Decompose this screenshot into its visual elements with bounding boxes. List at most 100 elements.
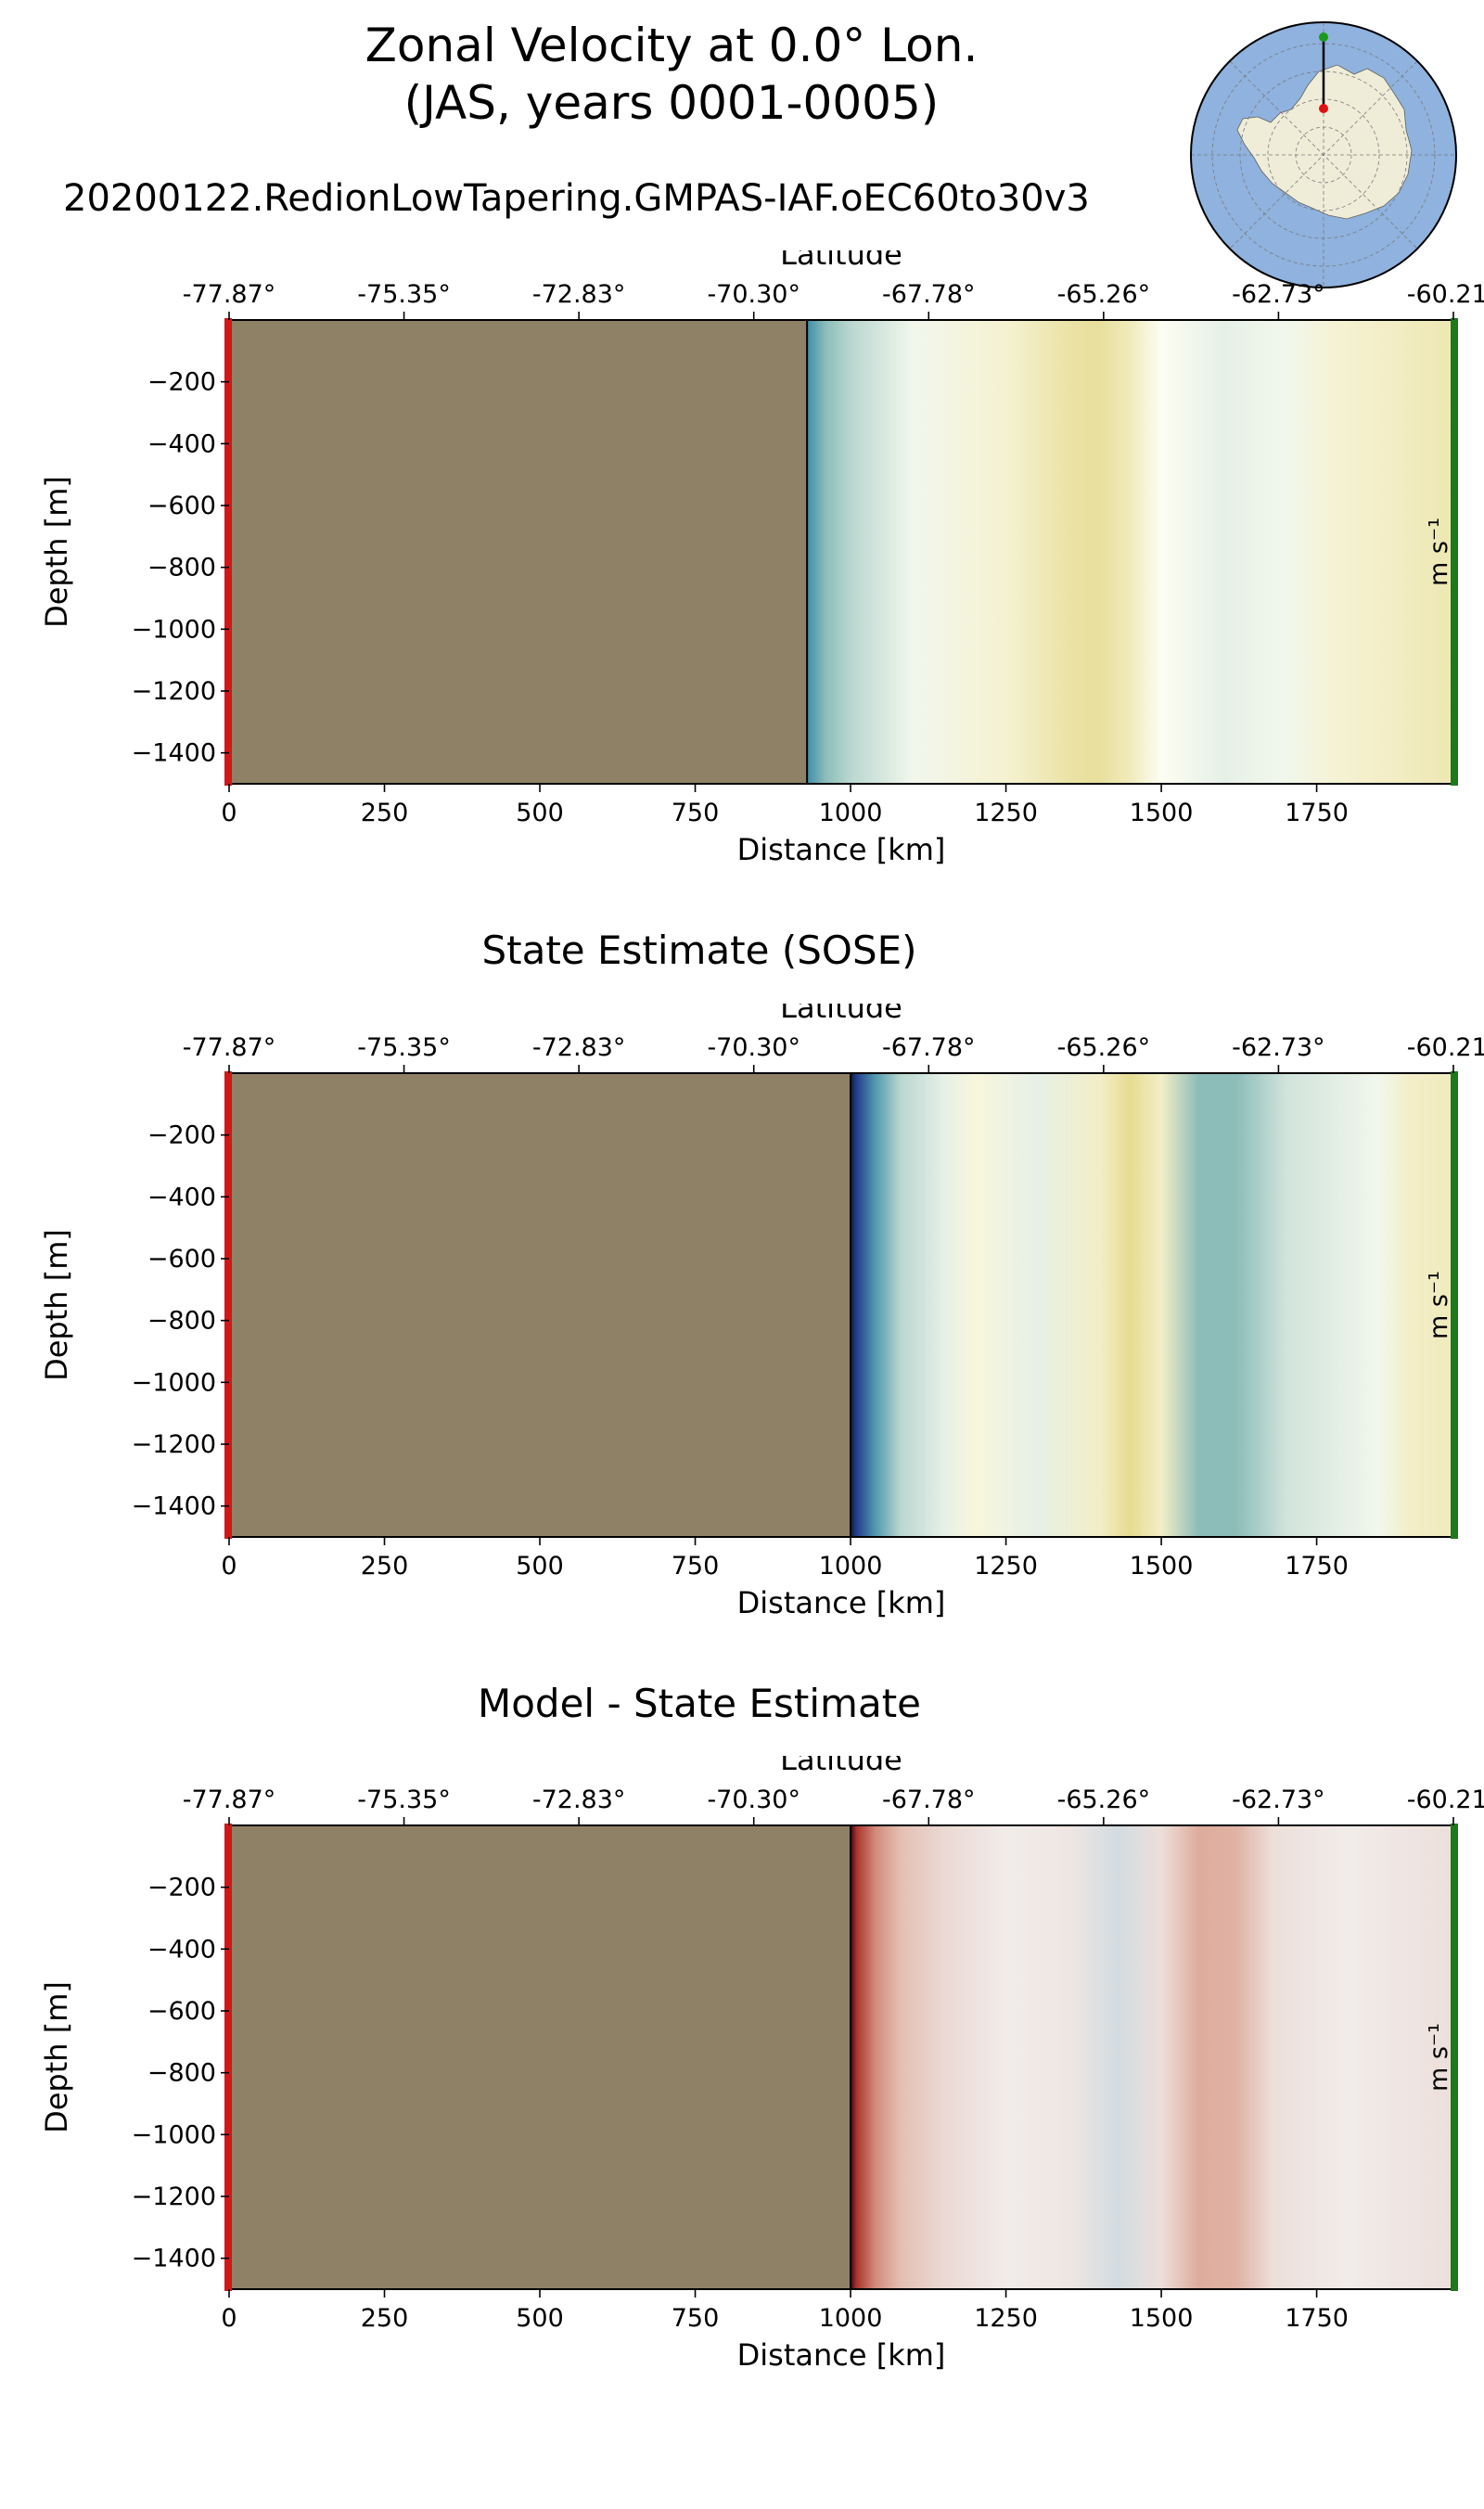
panel-2-latitude-tick-label: -67.78°	[882, 1033, 976, 1062]
panel-1-latitude-tick-label: -70.30°	[707, 280, 800, 309]
panel-2-section-end-marker	[1451, 1071, 1458, 1539]
panel-1-colorbar-label: m s⁻¹	[1425, 518, 1453, 586]
panel-2-land-mask	[229, 1073, 851, 1537]
panel-1-latitude-tick-label: -77.87°	[183, 280, 276, 309]
panel-3-x-tick-label: 500	[516, 2304, 564, 2333]
panel-2-x-tick-label: 250	[361, 1552, 409, 1581]
panel-1-latitude-tick-label: -75.35°	[357, 280, 451, 309]
panel-3-x-tick-label: 1250	[974, 2304, 1038, 2333]
panel-1-y-tick-label: −200	[147, 368, 216, 397]
panel-3-x-tick-label: 0	[221, 2304, 237, 2333]
panel-2-x-tick-label: 1000	[819, 1552, 883, 1581]
panel-2-latitude-tick-label: -65.26°	[1057, 1033, 1151, 1062]
panel-3-x-tick-label: 1500	[1130, 2304, 1194, 2333]
panel-3-colorbar-label: m s⁻¹	[1425, 2023, 1453, 2092]
panel-3-y-tick-label: −1000	[132, 2120, 216, 2149]
panel-3-y-tick-label: −400	[147, 1935, 216, 1964]
panel-3-velocity-field	[851, 1825, 1453, 2289]
panel-1-x-tick-label: 1000	[819, 799, 883, 827]
panel-1-y-axis-label: Depth [m]	[39, 476, 74, 628]
panel-2-chart: 0 250 500 750 1000 1250 1500 1750 Distance [km] −…	[39, 1004, 1484, 1620]
panel-3-latitude-tick-label: -77.87°	[183, 1786, 276, 1814]
panel-2-x-tick-label: 0	[221, 1552, 237, 1581]
map-antarctica	[1236, 64, 1413, 220]
panel-2-y-tick-label: −1000	[132, 1368, 216, 1397]
panel-2-colorbar-label: m s⁻¹	[1425, 1271, 1453, 1339]
panel-3-section-end-marker	[1451, 1824, 1458, 2291]
panel-1-x-tick-label: 1250	[974, 799, 1038, 827]
panel-3-latitude-tick-label: -75.35°	[357, 1786, 451, 1814]
figure-title-line1: Zonal Velocity at 0.0° Lon.	[365, 19, 979, 72]
panel-2-x-tick-label: 1750	[1285, 1552, 1349, 1581]
panel-2-latitude-tick-label: -60.21°	[1407, 1033, 1484, 1062]
panel-1-y-tick-label: −600	[147, 492, 216, 520]
panel-1-y-tick-label: −1000	[132, 615, 216, 644]
panel-3-title: Model - State Estimate	[478, 1681, 921, 1726]
panel-2-y-tick-label: −1400	[132, 1492, 216, 1521]
panel-1-latitude-tick-label: -62.73°	[1232, 280, 1325, 309]
panel-3-latitude-tick-label: -72.83°	[532, 1786, 626, 1814]
map-section-start-dot	[1319, 104, 1328, 113]
panel-1-x-tick-label: 500	[516, 799, 564, 827]
panel-3-x-tick-label: 1750	[1285, 2304, 1349, 2333]
panel-3-y-axis-label: Depth [m]	[39, 1981, 74, 2133]
map-section-end-dot	[1319, 32, 1328, 42]
panel-3-latitude-tick-label: -60.21°	[1407, 1786, 1484, 1814]
panel-1-section-start-marker	[224, 318, 232, 786]
panel-1-x-tick-label: 0	[221, 799, 237, 827]
panel-1-latitude-tick-label: -72.83°	[532, 280, 626, 309]
panel-1-velocity-field	[807, 320, 1453, 784]
panel-2-x-tick-label: 1500	[1130, 1552, 1194, 1581]
panel-2-x-tick-label: 1250	[974, 1552, 1038, 1581]
panel-2-x-tick-label: 750	[672, 1552, 720, 1581]
panel-2-x-axis-label: Distance [km]	[737, 1585, 946, 1620]
panel-2-latitude-tick-label: -62.73°	[1232, 1033, 1325, 1062]
panel-3-x-axis-label: Distance [km]	[737, 2337, 946, 2373]
panel-1-land-mask	[229, 320, 808, 784]
panel-1-section-end-marker	[1451, 318, 1458, 786]
panel-1-latitude-axis-label: Latitude	[780, 250, 902, 272]
panel-2-y-tick-label: −800	[147, 1307, 216, 1336]
panel-2-velocity-field	[851, 1073, 1453, 1537]
panel-3-latitude-tick-label: -62.73°	[1232, 1786, 1325, 1814]
panel-2-y-tick-label: −600	[147, 1245, 216, 1274]
panel-1-y-tick-label: −400	[147, 429, 216, 458]
panel-3-y-tick-label: −1200	[132, 2183, 216, 2211]
panel-1-x-tick-label: 750	[672, 799, 720, 827]
panel-2-y-tick-label: −200	[147, 1121, 216, 1150]
panel-2-section-start-marker	[224, 1071, 232, 1539]
panel-2-latitude-tick-label: -77.87°	[183, 1033, 276, 1062]
panel-2-latitude-tick-label: -75.35°	[357, 1033, 451, 1062]
panel-1-latitude-tick-label: -60.21°	[1407, 280, 1484, 309]
panel-3-land-mask	[229, 1825, 851, 2289]
panel-1-latitude-tick-label: -65.26°	[1057, 280, 1151, 309]
panel-1-chart: 0 250 500 750 1000 1250 1500 1750 Distance [km] −…	[39, 250, 1484, 867]
run-name: 20200122.RedionLowTapering.GMPAS-IAF.oEC…	[63, 177, 1090, 220]
panel-1-x-tick-label: 250	[361, 799, 409, 827]
panel-1-y-tick-label: −800	[147, 554, 216, 582]
panel-3-latitude-axis-label: Latitude	[780, 1756, 902, 1777]
panel-2-y-axis-label: Depth [m]	[39, 1229, 74, 1381]
panel-3-y-tick-label: −600	[147, 1997, 216, 2026]
figure-title: Zonal Velocity at 0.0° Lon. (JAS, years …	[0, 17, 1343, 132]
panel-2-latitude-tick-label: -72.83°	[532, 1033, 626, 1062]
panel-3-x-tick-label: 1000	[819, 2304, 883, 2333]
panel-3-x-tick-label: 750	[672, 2304, 720, 2333]
panel-3-latitude-tick-label: -65.26°	[1057, 1786, 1151, 1814]
panel-2-y-tick-label: −1200	[132, 1430, 216, 1459]
panel-3-y-tick-label: −200	[147, 1874, 216, 1902]
panel-1-latitude-tick-label: -67.78°	[882, 280, 976, 309]
panel-2-latitude-axis-label: Latitude	[780, 1004, 902, 1025]
panel-2-latitude-tick-label: -70.30°	[707, 1033, 800, 1062]
panel-2-y-tick-label: −400	[147, 1183, 216, 1211]
panel-3-x-tick-label: 250	[361, 2304, 409, 2333]
panel-3-y-tick-label: −800	[147, 2059, 216, 2088]
panel-1-y-tick-label: −1400	[132, 739, 216, 768]
panel-1-y-tick-label: −1200	[132, 677, 216, 706]
figure-title-line2: (JAS, years 0001-0005)	[403, 76, 940, 130]
panel-1-x-axis-label: Distance [km]	[737, 832, 946, 867]
panel-2-x-tick-label: 500	[516, 1552, 564, 1581]
panel-3-section-start-marker	[224, 1824, 232, 2291]
panel-1-x-tick-label: 1750	[1285, 799, 1349, 827]
panel-2-title: State Estimate (SOSE)	[481, 928, 917, 973]
